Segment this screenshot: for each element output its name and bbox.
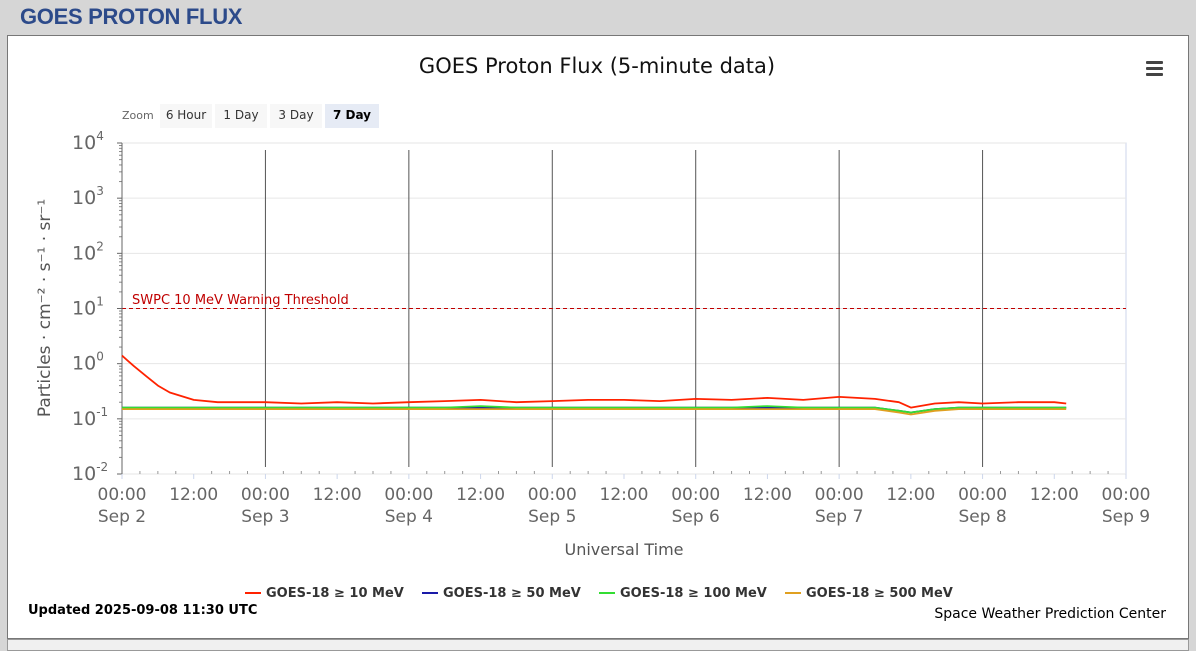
x-tick-time-label: 12:00 xyxy=(456,485,505,505)
x-tick-time-label: 12:00 xyxy=(743,485,792,505)
x-tick-time-label: 00:00 xyxy=(528,485,577,505)
zoom-1-day-button[interactable]: 1 Day xyxy=(215,104,267,128)
chart-title: GOES Proton Flux (5-minute data) xyxy=(419,54,775,78)
x-tick-date-label: Sep 3 xyxy=(241,507,289,527)
y-tick-label: 10-1 xyxy=(72,405,108,430)
x-tick-time-label: 12:00 xyxy=(600,485,649,505)
y-tick-label: 100 xyxy=(72,350,104,375)
y-tick-label: 102 xyxy=(72,239,104,264)
legend-item-2[interactable]: GOES-18 ≥ 50 MeV xyxy=(422,584,581,602)
x-tick-time-label: 00:00 xyxy=(671,485,720,505)
x-tick-time-label: 00:00 xyxy=(98,485,147,505)
x-tick-date-label: Sep 6 xyxy=(672,507,720,527)
y-tick-label: 10-2 xyxy=(72,460,108,485)
y-tick-label: 103 xyxy=(72,184,104,209)
y-tick-label: 101 xyxy=(72,295,104,320)
legend-swatch xyxy=(785,592,801,594)
x-tick-time-label: 12:00 xyxy=(886,485,935,505)
legend-item-4[interactable]: GOES-18 ≥ 500 MeV xyxy=(785,584,953,602)
legend-item-1[interactable]: GOES-18 ≥ 10 MeV xyxy=(245,584,404,602)
x-tick-date-label: Sep 9 xyxy=(1102,507,1150,527)
credit-text: Space Weather Prediction Center xyxy=(934,606,1166,622)
x-tick-date-label: Sep 8 xyxy=(958,507,1006,527)
y-tick-label: 104 xyxy=(72,129,104,154)
legend-swatch xyxy=(245,592,261,594)
x-tick-time-label: 00:00 xyxy=(1102,485,1151,505)
series-line-3 xyxy=(122,405,1067,414)
legend-label: GOES-18 ≥ 10 MeV xyxy=(266,585,404,601)
legend-label: GOES-18 ≥ 500 MeV xyxy=(806,585,953,601)
series-line-1 xyxy=(121,354,1067,409)
x-tick-date-label: Sep 2 xyxy=(98,507,146,527)
legend-label: GOES-18 ≥ 50 MeV xyxy=(443,585,581,601)
page-title: GOES PROTON FLUX xyxy=(20,4,243,29)
zoom-6-hour-button[interactable]: 6 Hour xyxy=(160,104,212,128)
legend-label: GOES-18 ≥ 100 MeV xyxy=(620,585,767,601)
series-layer xyxy=(121,354,1067,416)
x-tick-time-label: 12:00 xyxy=(169,485,218,505)
x-tick-time-label: 00:00 xyxy=(241,485,290,505)
updated-timestamp: Updated 2025-09-08 11:30 UTC xyxy=(28,603,258,618)
x-tick-date-label: Sep 7 xyxy=(815,507,863,527)
x-tick-time-label: 00:00 xyxy=(958,485,1007,505)
hamburger-menu-icon[interactable] xyxy=(1138,58,1172,82)
x-tick-time-label: 12:00 xyxy=(1030,485,1079,505)
x-tick-date-label: Sep 4 xyxy=(385,507,433,527)
series-line-4 xyxy=(122,408,1067,416)
legend-swatch xyxy=(599,592,615,594)
x-tick-time-label: 00:00 xyxy=(384,485,433,505)
zoom-label: Zoom xyxy=(122,109,154,122)
x-tick-date-label: Sep 5 xyxy=(528,507,576,527)
zoom-7-day-button[interactable]: 7 Day xyxy=(325,104,379,128)
x-tick-time-label: 12:00 xyxy=(313,485,362,505)
chart-panel xyxy=(7,35,1189,639)
grid-layer xyxy=(121,142,1127,475)
legend-swatch xyxy=(422,592,438,594)
legend-item-3[interactable]: GOES-18 ≥ 100 MeV xyxy=(599,584,767,602)
zoom-3-day-button[interactable]: 3 Day xyxy=(270,104,322,128)
x-axis-label: Universal Time xyxy=(564,540,683,559)
y-axis-label: Particles · cm⁻² · s⁻¹ · sr⁻¹ xyxy=(35,199,55,417)
threshold-label: SWPC 10 MeV Warning Threshold xyxy=(132,293,349,308)
x-tick-time-label: 00:00 xyxy=(815,485,864,505)
